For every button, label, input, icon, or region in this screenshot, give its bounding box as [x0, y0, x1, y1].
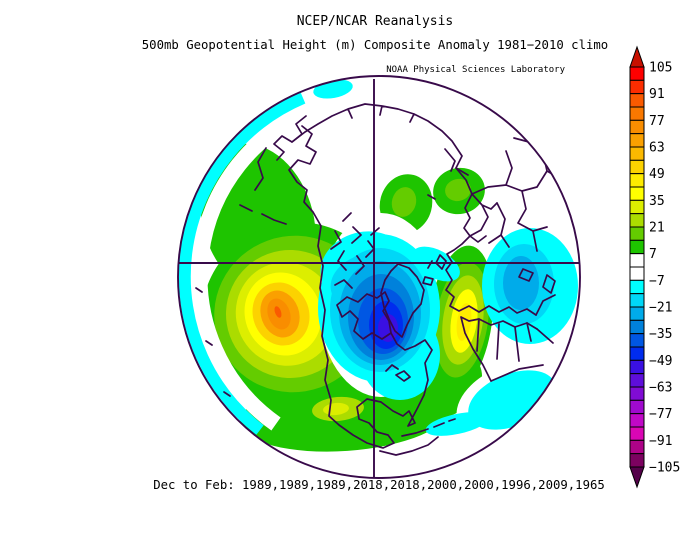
svg-text:7: 7 — [649, 247, 657, 262]
map-boundary-circle — [177, 75, 581, 479]
svg-text:105: 105 — [649, 61, 672, 76]
plot-subtitle: 500mb Geopotential Height (m) Composite … — [141, 38, 609, 52]
svg-text:−49: −49 — [649, 354, 672, 369]
colorbar: 105 91 77 63 49 35 21 7 −7 −21 −35 −49 −63 −77 −91 −105 — [629, 45, 680, 489]
svg-text:91: 91 — [649, 87, 665, 102]
svg-text:35: 35 — [649, 194, 665, 209]
plot-title: NCEP/NCAR Reanalysis — [296, 14, 454, 29]
svg-text:−7: −7 — [649, 274, 665, 289]
noaa-attribution: NOAA Physical Sciences Laboratory — [386, 65, 565, 75]
svg-text:63: 63 — [649, 141, 665, 156]
graticule-lines — [178, 79, 580, 477]
svg-text:49: 49 — [649, 167, 665, 182]
svg-text:−105: −105 — [649, 461, 680, 476]
svg-text:−21: −21 — [649, 301, 672, 316]
svg-text:21: 21 — [649, 221, 665, 236]
svg-text:−91: −91 — [649, 434, 672, 449]
svg-text:77: 77 — [649, 114, 665, 129]
svg-text:−35: −35 — [649, 327, 672, 342]
svg-text:−63: −63 — [649, 381, 672, 396]
composite-years-caption: Dec to Feb: 1989,1989,1989,2018,2018,200… — [153, 478, 605, 492]
svg-text:−77: −77 — [649, 407, 672, 422]
coastlines — [195, 103, 572, 456]
